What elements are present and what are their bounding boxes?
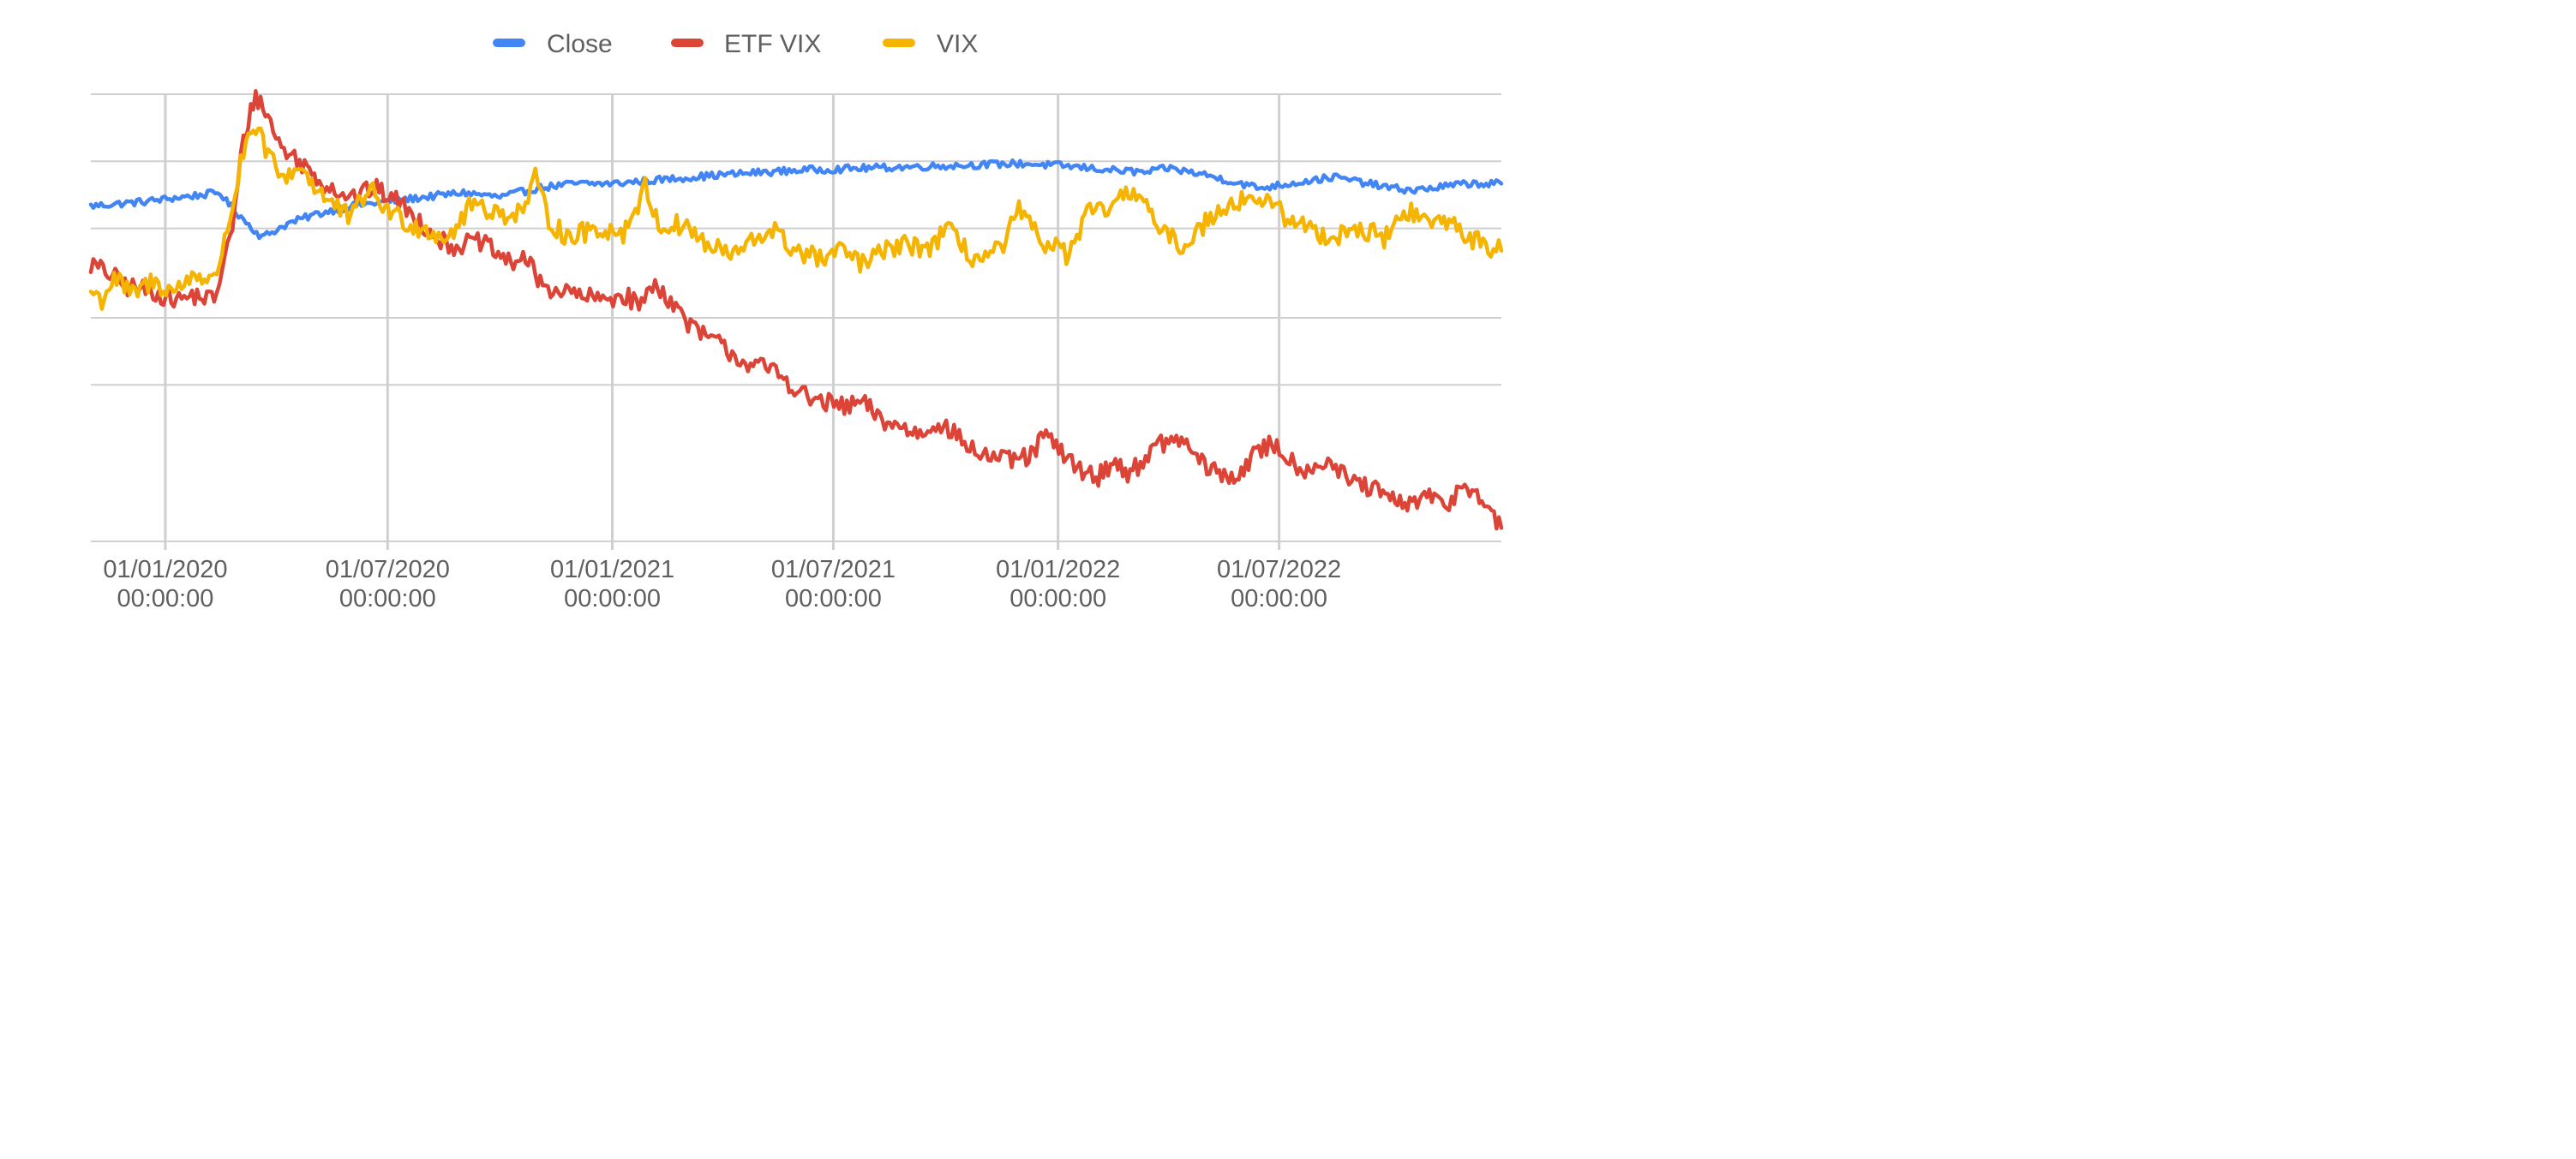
x-tick-label-date: 01/07/2020 bbox=[326, 556, 450, 583]
series-line-close bbox=[88, 158, 1504, 241]
x-tick-label-date: 01/07/2022 bbox=[1217, 556, 1341, 583]
x-tick-label-time: 00:00:00 bbox=[117, 585, 213, 612]
x-tick-label-time: 00:00:00 bbox=[1009, 585, 1106, 612]
legend-label: VIX bbox=[937, 30, 978, 58]
legend-label: ETF VIX bbox=[724, 30, 821, 58]
series-line-vix bbox=[88, 126, 1504, 311]
x-tick-label-time: 00:00:00 bbox=[339, 585, 436, 612]
x-tick-label-date: 01/01/2021 bbox=[550, 556, 674, 583]
x-tick-label-time: 00:00:00 bbox=[564, 585, 661, 612]
legend-swatch bbox=[883, 39, 915, 47]
x-tick-label-date: 01/07/2021 bbox=[771, 556, 896, 583]
series-lines bbox=[88, 89, 1504, 531]
legend-swatch bbox=[671, 39, 704, 47]
x-tick-label-date: 01/01/2022 bbox=[996, 556, 1120, 583]
x-axis-tick-labels: 01/01/202000:00:0001/07/202000:00:0001/0… bbox=[103, 556, 1341, 612]
legend-swatch bbox=[493, 39, 525, 47]
x-tick-label-time: 00:00:00 bbox=[785, 585, 882, 612]
legend: Close ETF VIX VIX bbox=[493, 30, 978, 58]
gridlines bbox=[91, 93, 1501, 550]
legend-label: Close bbox=[547, 30, 613, 58]
x-tick-label-time: 00:00:00 bbox=[1231, 585, 1327, 612]
x-tick-label-date: 01/01/2020 bbox=[103, 556, 227, 583]
